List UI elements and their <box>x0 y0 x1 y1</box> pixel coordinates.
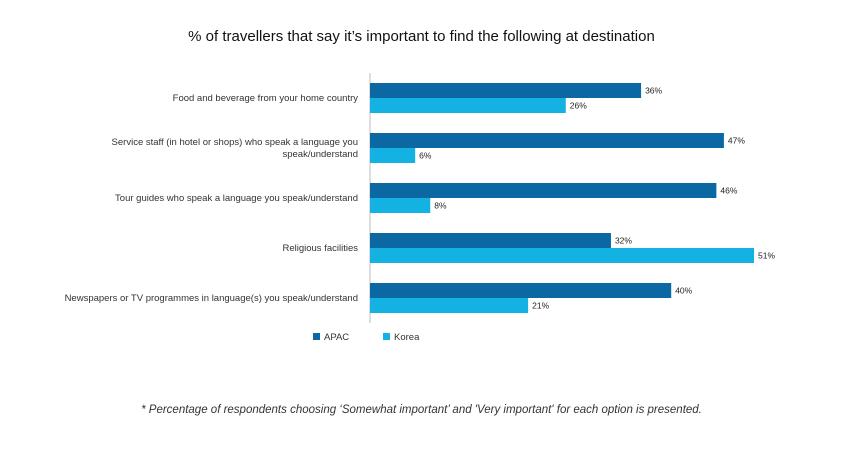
value-label: 32% <box>615 236 632 246</box>
bar-korea <box>370 248 755 263</box>
category-label: Newspapers or TV programmes in language(… <box>65 293 358 304</box>
category-label: Service staff (in hotel or shops) who sp… <box>112 137 358 148</box>
category-label: Food and beverage from your home country <box>173 93 359 104</box>
bar-korea <box>370 148 416 163</box>
value-label: 36% <box>645 86 662 96</box>
value-label: 26% <box>570 101 587 111</box>
legend-swatch-apac <box>313 333 320 340</box>
bar-korea <box>370 298 529 313</box>
bar-apac <box>370 233 611 248</box>
value-label: 47% <box>728 136 745 146</box>
bar-korea <box>370 198 431 213</box>
legend-label: Korea <box>394 332 420 343</box>
bar-apac <box>370 83 642 98</box>
category-label: speak/understand <box>282 149 358 160</box>
bar-apac <box>370 183 717 198</box>
category-label: Tour guides who speak a language you spe… <box>115 193 358 204</box>
value-label: 6% <box>419 151 432 161</box>
footnote: * Percentage of respondents choosing ‘So… <box>141 404 702 416</box>
bar-apac <box>370 133 724 148</box>
bar-apac <box>370 283 672 298</box>
value-label: 46% <box>720 186 737 196</box>
bar-korea <box>370 98 566 113</box>
value-label: 40% <box>675 286 692 296</box>
chart-title: % of travellers that say it’s important … <box>188 28 655 45</box>
legend-label: APAC <box>324 332 349 343</box>
legend-swatch-korea <box>383 333 390 340</box>
category-label: Religious facilities <box>282 243 358 254</box>
value-label: 21% <box>532 301 549 311</box>
value-label: 51% <box>758 251 775 261</box>
value-label: 8% <box>434 201 447 211</box>
